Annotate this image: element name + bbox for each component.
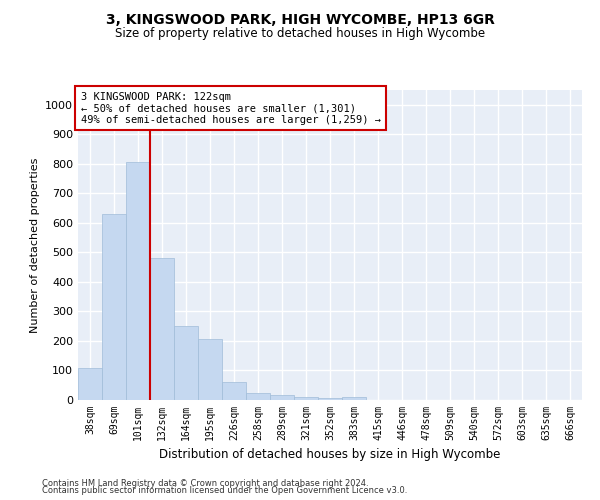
Bar [222,382,246,400]
Text: Size of property relative to detached houses in High Wycombe: Size of property relative to detached ho… [115,28,485,40]
Bar [102,214,126,400]
Text: Contains public sector information licensed under the Open Government Licence v3: Contains public sector information licen… [42,486,407,495]
Text: Contains HM Land Registry data © Crown copyright and database right 2024.: Contains HM Land Registry data © Crown c… [42,478,368,488]
Bar [78,368,102,400]
Bar [150,258,174,400]
Bar [270,394,294,400]
Bar [342,397,366,400]
Bar [126,162,150,400]
X-axis label: Distribution of detached houses by size in High Wycombe: Distribution of detached houses by size … [160,448,500,462]
Bar [198,340,222,400]
Y-axis label: Number of detached properties: Number of detached properties [29,158,40,332]
Bar [174,326,198,400]
Bar [294,397,318,400]
Bar [318,398,342,400]
Text: 3, KINGSWOOD PARK, HIGH WYCOMBE, HP13 6GR: 3, KINGSWOOD PARK, HIGH WYCOMBE, HP13 6G… [106,12,494,26]
Text: 3 KINGSWOOD PARK: 122sqm
← 50% of detached houses are smaller (1,301)
49% of sem: 3 KINGSWOOD PARK: 122sqm ← 50% of detach… [80,92,380,124]
Bar [246,392,270,400]
